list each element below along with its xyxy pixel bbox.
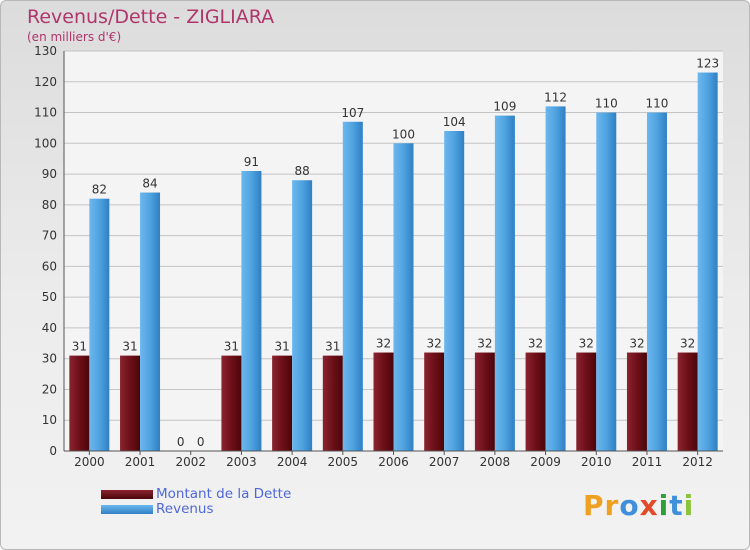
x-tick-label: 2006 [378,455,409,469]
x-tick-label: 2001 [125,455,156,469]
logo-letter: i [683,489,695,522]
y-tick-label: 70 [42,229,57,243]
legend-label-dette: Montant de la Dette [156,486,292,502]
bar-revenus [140,192,161,452]
data-label-revenus: 88 [294,164,309,178]
legend-item-dette: Montant de la Dette [101,487,291,502]
bar-layer: 31 82 31 84 0 0 31 91 31 88 31 107 32 100 32 104 32 109 32… [69,57,719,452]
bar-dette [576,352,597,451]
bar-dette [322,355,343,451]
x-tick-label: 2009 [530,455,561,469]
bar-revenus [393,143,414,452]
x-tick-label: 2004 [277,455,308,469]
legend-swatch-revenus [101,505,153,514]
data-label-dette: 0 [177,435,185,449]
legend-swatch-dette [101,490,153,499]
legend-item-revenus: Revenus [101,502,291,517]
logo-letter: t [669,489,684,522]
y-tick-label: 40 [42,321,57,335]
data-label-dette: 31 [224,340,239,354]
logo-letter: r [604,489,620,522]
data-label-revenus: 0 [197,435,205,449]
data-label-dette: 32 [680,337,695,351]
bar-dette [525,352,546,451]
bar-dette [424,352,445,451]
data-label-revenus: 82 [92,183,107,197]
bar-dette [120,355,141,451]
bar-revenus [646,112,667,452]
x-tick-label: 2012 [682,455,713,469]
y-tick-label: 100 [34,136,57,150]
bar-revenus [494,115,515,451]
legend-label-revenus: Revenus [156,501,214,517]
data-label-dette: 32 [528,337,543,351]
bar-revenus [292,180,313,451]
bar-dette [221,355,242,451]
bar-dette [626,352,647,451]
data-label-revenus: 109 [493,100,516,114]
data-label-revenus: 104 [443,115,466,129]
data-label-dette: 31 [72,340,87,354]
data-label-dette: 32 [427,337,442,351]
data-label-dette: 31 [122,340,137,354]
data-label-revenus: 91 [244,155,259,169]
data-label-dette: 32 [477,337,492,351]
y-tick-label: 120 [34,75,57,89]
x-tick-label: 2002 [175,455,206,469]
x-tick-label: 2003 [226,455,257,469]
logo-letter: P [583,489,605,522]
x-tick-label: 2010 [581,455,612,469]
x-tick-label: 2011 [632,455,663,469]
data-label-dette: 32 [629,337,644,351]
data-label-dette: 31 [274,340,289,354]
logo-letter: i [658,489,670,522]
data-label-revenus: 110 [595,97,618,111]
bar-revenus [444,131,465,451]
data-label-revenus: 112 [544,90,567,104]
y-tick-label: 50 [42,290,57,304]
data-label-revenus: 110 [646,97,669,111]
bar-dette [474,352,495,451]
bar-dette [373,352,394,451]
bar-dette [272,355,293,451]
chart-subtitle: (en milliers d'€) [27,30,122,44]
bar-revenus [342,121,363,452]
y-tick-label: 90 [42,167,57,181]
data-label-dette: 32 [376,337,391,351]
data-label-revenus: 107 [341,106,364,120]
axis-layer: 0 10 20 30 40 50 60 70 80 90 100 110 120 130 2000 2001 2… [34,44,723,469]
y-tick-label: 110 [34,106,57,120]
x-tick-label: 2008 [480,455,511,469]
y-tick-label: 30 [42,352,57,366]
x-tick-label: 2000 [74,455,105,469]
bar-revenus [241,171,262,451]
bar-revenus [89,198,110,451]
bar-revenus [545,106,566,451]
data-label-dette: 32 [579,337,594,351]
logo-letter: x [639,489,659,522]
data-label-revenus: 100 [392,127,415,141]
y-tick-label: 10 [42,413,57,427]
y-tick-label: 80 [42,198,57,212]
y-tick-label: 130 [34,44,57,58]
bar-revenus [697,72,718,452]
y-tick-label: 60 [42,259,57,273]
chart-legend: Montant de la Dette Revenus [101,487,291,517]
proxiti-logo: Proxiti [583,489,694,522]
data-label-revenus: 123 [696,57,719,71]
y-tick-label: 20 [42,382,57,396]
bar-dette [677,352,698,451]
logo-letter: o [619,489,640,522]
y-tick-label: 0 [49,444,57,458]
x-tick-label: 2007 [429,455,460,469]
bar-revenus [596,112,617,452]
data-label-dette: 31 [325,340,340,354]
x-tick-label: 2005 [328,455,359,469]
bar-dette [69,355,90,451]
data-label-revenus: 84 [142,177,157,191]
chart-title: Revenus/Dette - ZIGLIARA [27,6,275,28]
